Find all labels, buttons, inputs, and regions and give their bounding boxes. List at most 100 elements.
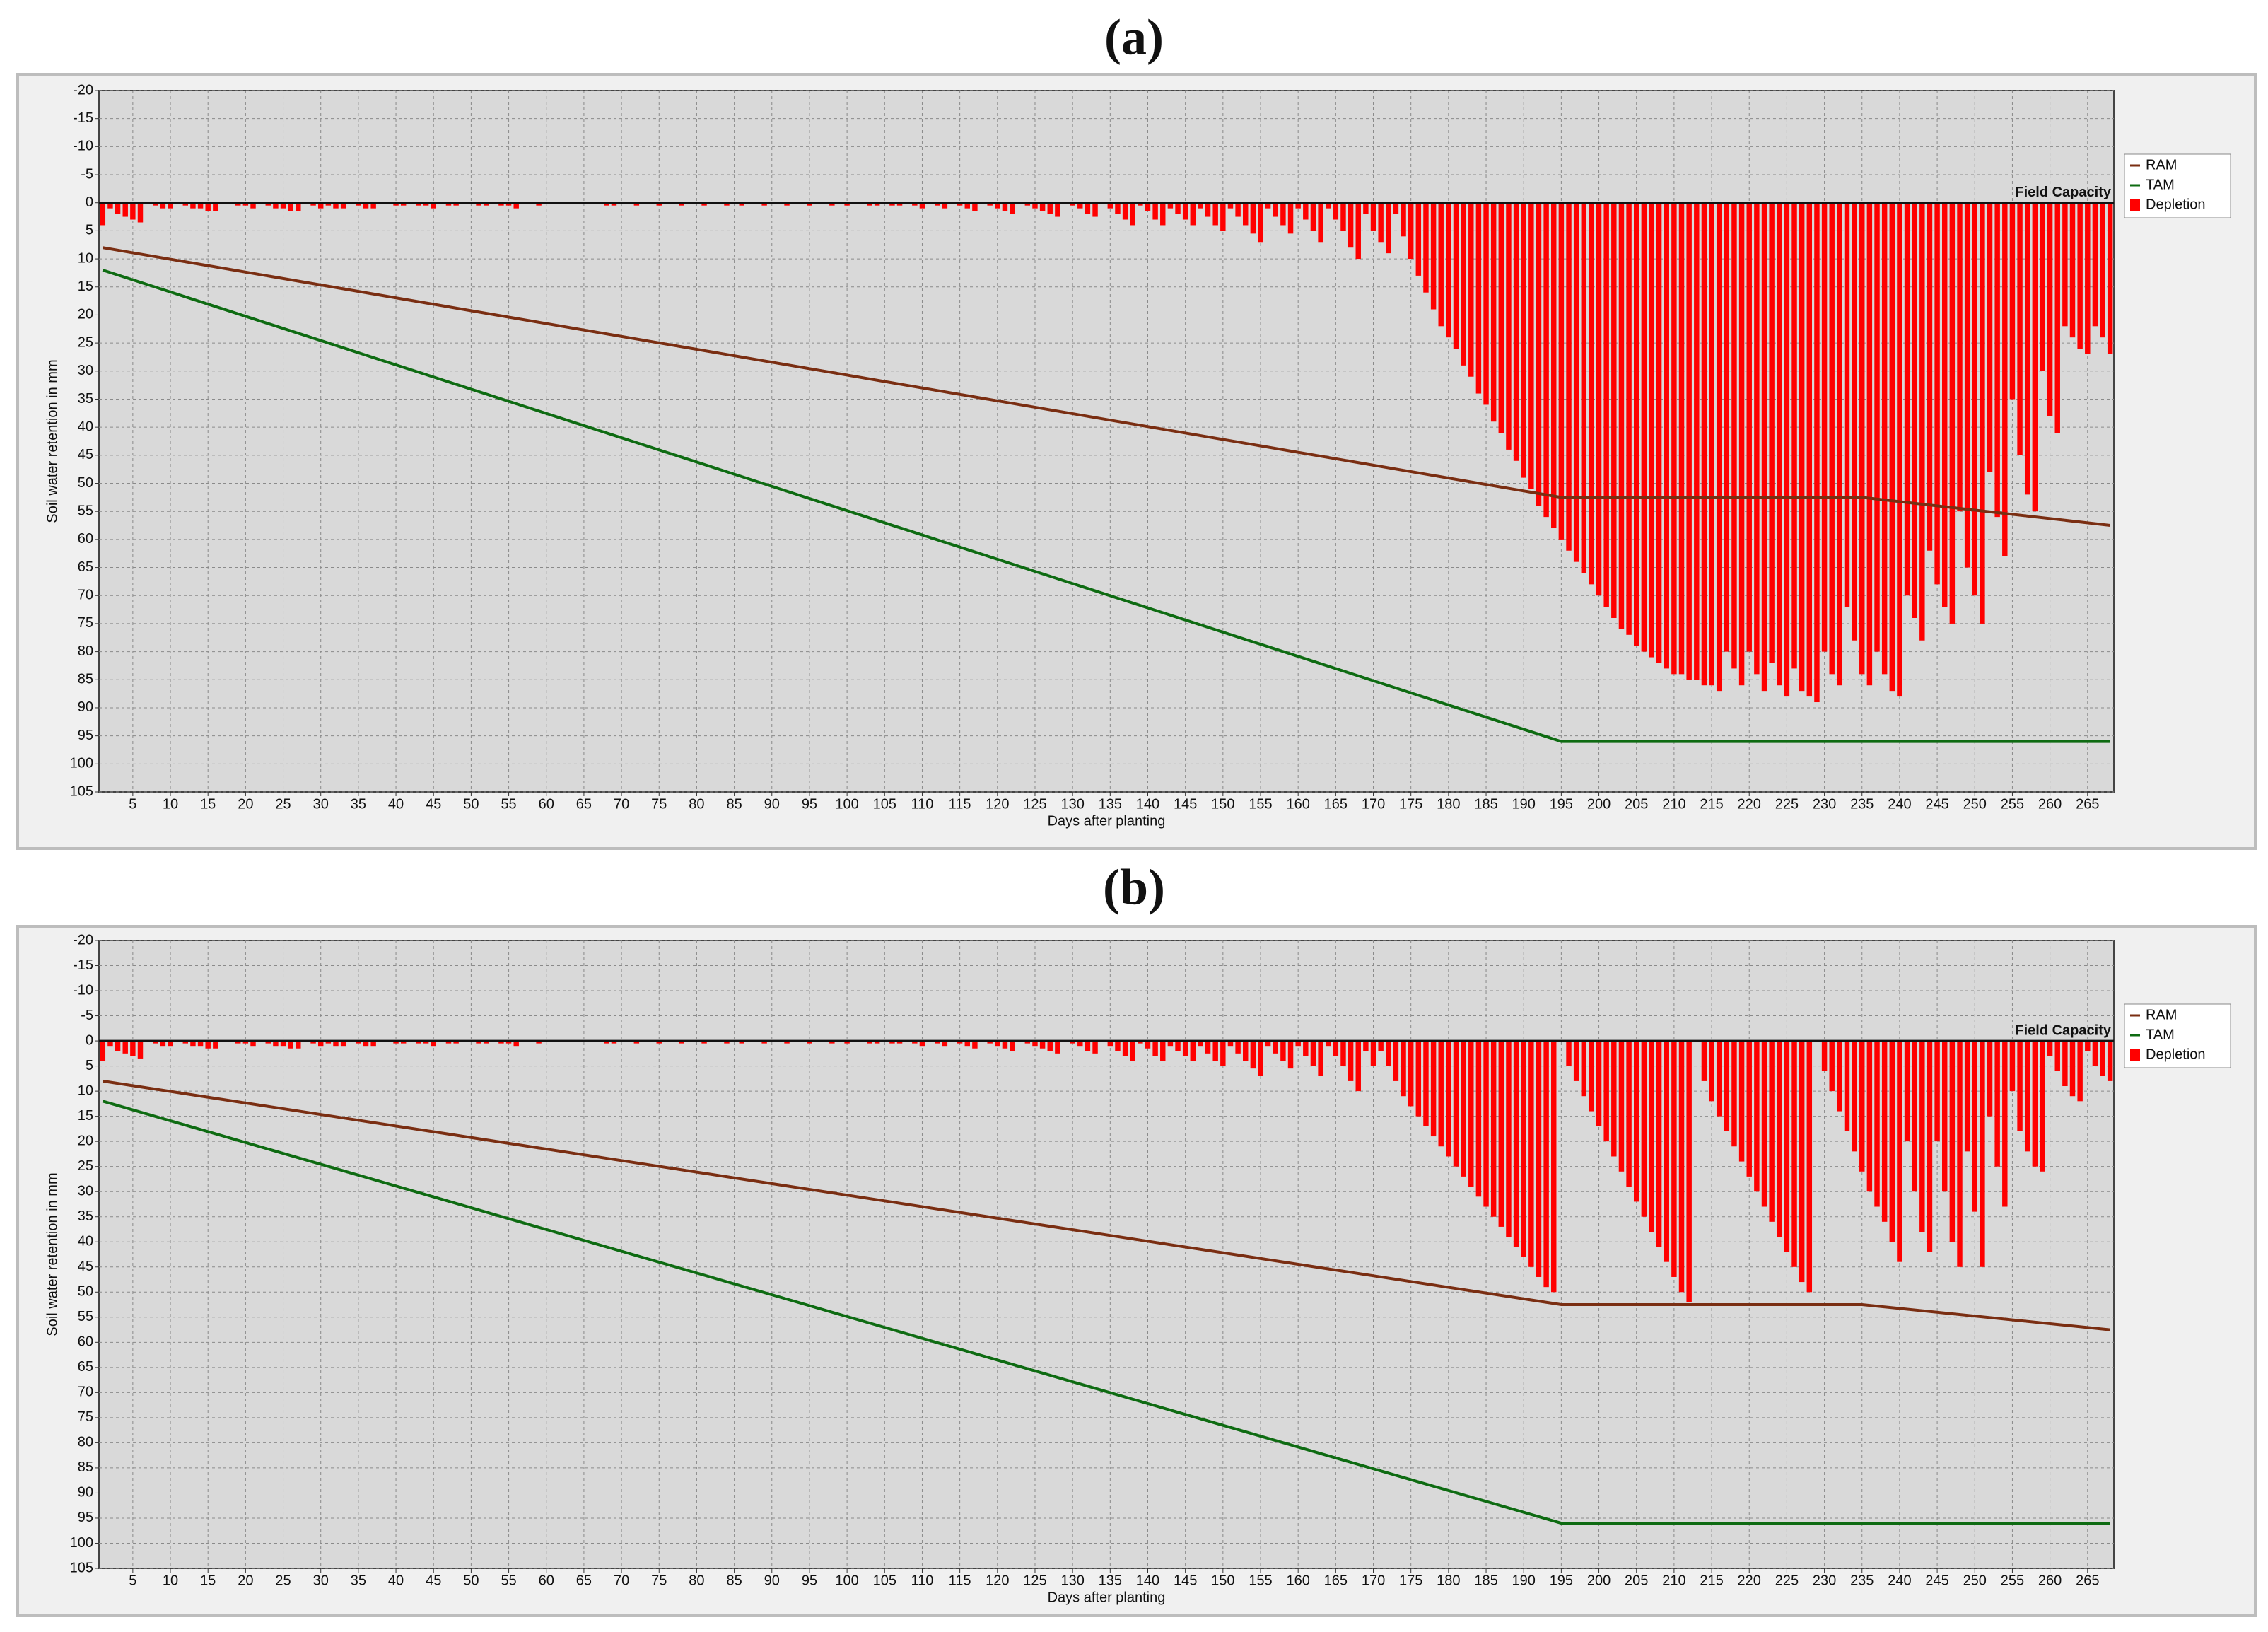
bar bbox=[416, 202, 421, 206]
bar bbox=[1859, 202, 1865, 675]
x-tick-label: 110 bbox=[911, 1573, 934, 1588]
bar bbox=[2054, 1041, 2060, 1071]
bar bbox=[1115, 1041, 1121, 1051]
bar bbox=[483, 202, 489, 206]
bar bbox=[1160, 202, 1166, 226]
x-tick-label: 145 bbox=[1174, 796, 1197, 812]
bar bbox=[867, 1041, 872, 1044]
bar bbox=[1010, 1041, 1015, 1051]
x-tick-label: 185 bbox=[1474, 796, 1497, 812]
bar bbox=[310, 202, 316, 206]
bar bbox=[2009, 202, 2016, 400]
bar bbox=[957, 202, 963, 206]
bar bbox=[807, 202, 812, 206]
bar bbox=[1724, 202, 1730, 652]
bar bbox=[235, 202, 241, 206]
bar bbox=[1889, 1041, 1895, 1242]
bar bbox=[1280, 1041, 1286, 1061]
bar bbox=[160, 202, 166, 209]
bar bbox=[1897, 202, 1902, 697]
y-tick-label: 85 bbox=[78, 672, 93, 687]
chart-title: (a) bbox=[1104, 9, 1164, 66]
bar bbox=[1536, 1041, 1542, 1277]
bar bbox=[1070, 1041, 1075, 1044]
x-tick-label: 75 bbox=[651, 1573, 667, 1588]
bar bbox=[2062, 1041, 2068, 1087]
bar bbox=[317, 1041, 324, 1047]
bar bbox=[1092, 202, 1098, 217]
y-tick-label: 45 bbox=[78, 1259, 93, 1274]
x-tick-label: 160 bbox=[1286, 1573, 1309, 1588]
y-tick-label: 25 bbox=[78, 1158, 93, 1174]
y-tick-label: 80 bbox=[78, 643, 93, 659]
bar bbox=[1130, 1041, 1135, 1061]
bar bbox=[1678, 202, 1685, 675]
bar bbox=[1791, 1041, 1797, 1267]
bar bbox=[1513, 1041, 1519, 1247]
x-tick-label: 60 bbox=[539, 1573, 554, 1588]
bar bbox=[423, 202, 429, 206]
bar bbox=[1205, 1041, 1211, 1054]
x-tick-label: 85 bbox=[726, 796, 742, 812]
bar bbox=[2107, 202, 2113, 354]
bar bbox=[995, 1041, 1000, 1047]
bar bbox=[498, 1041, 504, 1044]
bar bbox=[1881, 202, 1888, 675]
bar bbox=[1212, 1041, 1218, 1061]
x-tick-label: 170 bbox=[1362, 796, 1385, 812]
bar bbox=[363, 202, 369, 209]
x-tick-label: 40 bbox=[388, 1573, 404, 1588]
bar bbox=[1145, 202, 1151, 211]
bar bbox=[1814, 202, 1820, 703]
y-tick-label: 45 bbox=[78, 447, 93, 462]
bar bbox=[190, 202, 196, 209]
bar bbox=[1972, 1041, 1977, 1212]
bar bbox=[889, 1041, 895, 1044]
bar bbox=[633, 1041, 640, 1044]
bar bbox=[1032, 202, 1038, 209]
bar bbox=[1258, 202, 1263, 243]
y-tick-label: 55 bbox=[78, 1309, 93, 1324]
bar bbox=[761, 1041, 767, 1044]
bar bbox=[1220, 202, 1226, 231]
bar bbox=[1889, 202, 1895, 692]
bar bbox=[1408, 1041, 1414, 1107]
bar bbox=[1340, 202, 1346, 231]
bar bbox=[1393, 202, 1399, 214]
bar bbox=[1280, 202, 1286, 226]
x-tick-label: 60 bbox=[539, 796, 554, 812]
bar bbox=[453, 202, 459, 206]
bar bbox=[1446, 1041, 1451, 1157]
x-tick-label: 220 bbox=[1738, 1573, 1761, 1588]
bar bbox=[1122, 202, 1128, 220]
bar bbox=[1107, 202, 1113, 209]
bar bbox=[1874, 202, 1880, 652]
bar bbox=[701, 202, 707, 206]
x-tick-label: 255 bbox=[2001, 1573, 2024, 1588]
bar bbox=[611, 1041, 617, 1044]
bar bbox=[513, 202, 519, 209]
bar bbox=[1092, 1041, 1098, 1054]
bar bbox=[656, 202, 662, 206]
bar bbox=[987, 202, 993, 206]
bar bbox=[1198, 202, 1203, 209]
bar bbox=[1055, 202, 1060, 217]
bar bbox=[919, 1041, 925, 1047]
x-tick-label: 235 bbox=[1850, 1573, 1874, 1588]
bar bbox=[1085, 202, 1091, 214]
bar bbox=[235, 1041, 241, 1044]
bar bbox=[1949, 202, 1956, 624]
bar bbox=[325, 202, 332, 206]
bar bbox=[296, 202, 301, 211]
x-tick-label: 85 bbox=[726, 1573, 742, 1588]
x-tick-label: 20 bbox=[238, 796, 253, 812]
bar bbox=[964, 1041, 970, 1047]
bar bbox=[356, 202, 361, 206]
bar bbox=[1138, 1041, 1143, 1044]
y-tick-label: -10 bbox=[73, 982, 93, 998]
x-tick-label: 180 bbox=[1437, 796, 1460, 812]
y-tick-label: -5 bbox=[81, 166, 93, 182]
bar bbox=[1002, 1041, 1008, 1049]
bar bbox=[197, 202, 204, 209]
x-tick-label: 95 bbox=[802, 1573, 817, 1588]
